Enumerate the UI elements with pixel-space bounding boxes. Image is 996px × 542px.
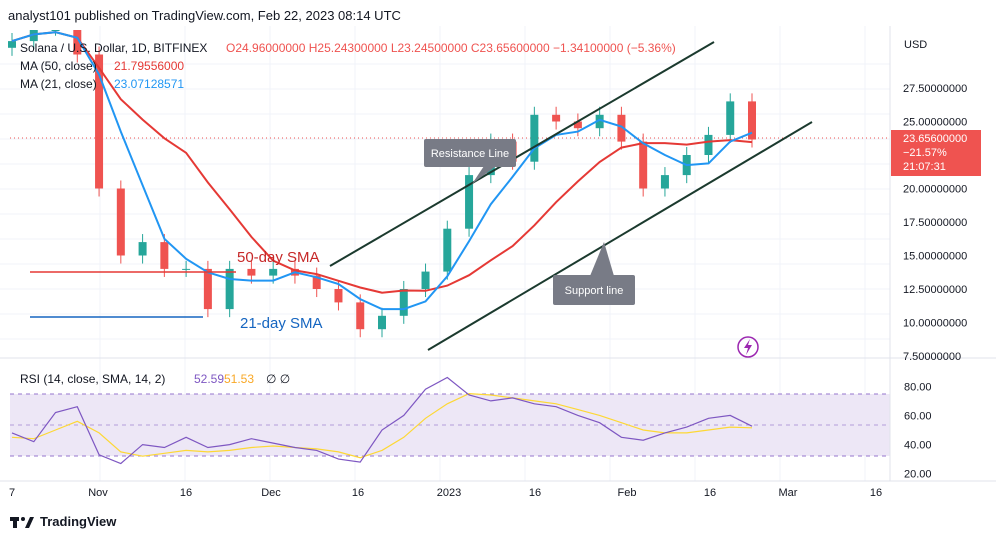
candle-body	[573, 121, 582, 129]
last-price-tag: 23.65600000 −21.57% 21:07:31	[891, 130, 981, 176]
rsi-line	[11, 376, 753, 465]
price-tick-label: 20.00000000	[903, 184, 967, 196]
price-tick-label: 10.00000000	[903, 318, 967, 330]
candle-body	[378, 315, 386, 330]
candle-body	[73, 30, 82, 55]
candle-body	[595, 114, 604, 129]
candle-body	[138, 242, 147, 256]
candle-body	[160, 242, 169, 269]
candle-body	[639, 141, 648, 189]
candle-body	[8, 41, 16, 48]
candle-body	[399, 289, 408, 316]
candle-body	[421, 271, 430, 289]
time-tick-label: Mar	[779, 487, 798, 499]
rsi-tick-label: 60.00	[904, 410, 932, 422]
support-line[interactable]	[427, 121, 813, 351]
rsi-tick-label: 40.00	[904, 440, 932, 452]
candle-body	[356, 302, 365, 330]
candle-body	[443, 228, 452, 272]
bar-countdown: 21:07:31	[903, 161, 946, 173]
time-tick-label: 7	[9, 487, 15, 499]
rsi-sma-line	[11, 392, 753, 459]
candle-body	[334, 289, 343, 303]
candle-body	[465, 175, 474, 229]
candle-body	[116, 188, 125, 256]
last-price-value: 23.65600000	[903, 133, 967, 145]
candle-body	[312, 275, 321, 289]
candle-body	[726, 101, 735, 135]
candle-body	[95, 54, 104, 189]
ma50-legend-value: 21.79556000	[114, 59, 184, 73]
time-tick-label: 16	[352, 487, 364, 499]
time-tick-label: Feb	[618, 487, 637, 499]
rsi-tick-label: 20.00	[904, 469, 932, 481]
time-tick-label: 16	[870, 487, 882, 499]
price-axis-ticks: 27.50000000 25.00000000 20.00000000 17.5000…	[903, 83, 967, 363]
price-tick-label: 7.50000000	[903, 351, 961, 363]
price-chart-svg[interactable]: 50-day SMA 21-day SMA Resistance Line Su…	[0, 26, 996, 506]
candle-body	[247, 268, 256, 276]
sma50-annotation: 50-day SMA	[237, 249, 320, 266]
ma50-line	[11, 31, 753, 294]
chart-area[interactable]: 50-day SMA 21-day SMA Resistance Line Su…	[0, 26, 996, 506]
publisher-line: analyst101 published on TradingView.com,…	[8, 8, 401, 23]
time-tick-label: 2023	[437, 487, 461, 499]
time-axis: 7 Nov 16 Dec 16 2023 16 Feb 16 Mar 16	[9, 487, 882, 499]
price-tick-label: 17.50000000	[903, 217, 967, 229]
footer: TradingView	[10, 514, 116, 529]
price-tick-label: 27.50000000	[903, 83, 967, 95]
rsi-axis-ticks: 80.00 60.00 40.00 20.00	[904, 381, 932, 480]
ma21-legend-value: 23.07128571	[114, 77, 184, 91]
candle-body	[269, 268, 278, 276]
candle-body	[617, 114, 626, 142]
candle-body	[51, 30, 60, 31]
price-tick-label: 15.00000000	[903, 251, 967, 263]
symbol-name[interactable]: Solana / U.S. Dollar, 1D, BITFINEX	[20, 41, 207, 55]
rsi-legend-value: 52.59	[194, 372, 224, 386]
rsi-legend: RSI (14, close, SMA, 14, 2) 52.59 51.53 …	[20, 372, 290, 386]
candle-body	[29, 30, 38, 42]
candle-body	[704, 134, 713, 155]
last-price-change: −21.57%	[903, 147, 947, 159]
tradingview-logo-icon	[10, 516, 34, 528]
ma50-legend-label: MA (50, close)	[20, 59, 97, 73]
sma21-annotation: 21-day SMA	[240, 315, 323, 332]
rsi-legend-label: RSI (14, close, SMA, 14, 2)	[20, 372, 165, 386]
ma21-legend-label: MA (21, close)	[20, 77, 97, 91]
candle-body	[660, 175, 669, 189]
footer-brand: TradingView	[40, 514, 117, 529]
time-tick-label: 16	[180, 487, 192, 499]
resistance-line[interactable]	[329, 41, 715, 267]
candle-body	[225, 268, 234, 310]
support-callout-label: Support line	[565, 285, 624, 297]
moving-averages-group	[11, 31, 753, 311]
time-tick-label: 16	[529, 487, 541, 499]
time-tick-label: Nov	[88, 487, 108, 499]
candle-body	[552, 114, 561, 122]
candle-body	[748, 101, 756, 140]
ohlc-values: O24.96000000 H25.24300000 L23.24500000 C…	[226, 41, 676, 55]
rsi-sma-legend-value: 51.53	[224, 372, 254, 386]
support-callout: Support line	[553, 242, 635, 305]
currency-label: USD	[904, 39, 927, 51]
time-tick-label: 16	[704, 487, 716, 499]
time-tick-label: Dec	[261, 487, 281, 499]
resistance-callout: Resistance Line	[424, 139, 516, 184]
resistance-callout-label: Resistance Line	[431, 148, 509, 160]
candle-body	[530, 114, 539, 162]
price-tick-label: 12.50000000	[903, 284, 967, 296]
candle-body	[182, 268, 191, 270]
ma21-line	[11, 31, 753, 311]
price-tick-label: 25.00000000	[903, 117, 967, 129]
candle-body	[203, 268, 212, 310]
lightning-icon[interactable]	[737, 336, 759, 358]
symbol-legend: Solana / U.S. Dollar, 1D, BITFINEX O24.9…	[20, 41, 676, 91]
rsi-tick-label: 80.00	[904, 381, 932, 393]
rsi-group	[11, 376, 753, 465]
rsi-null-marks: ∅ ∅	[266, 372, 290, 386]
